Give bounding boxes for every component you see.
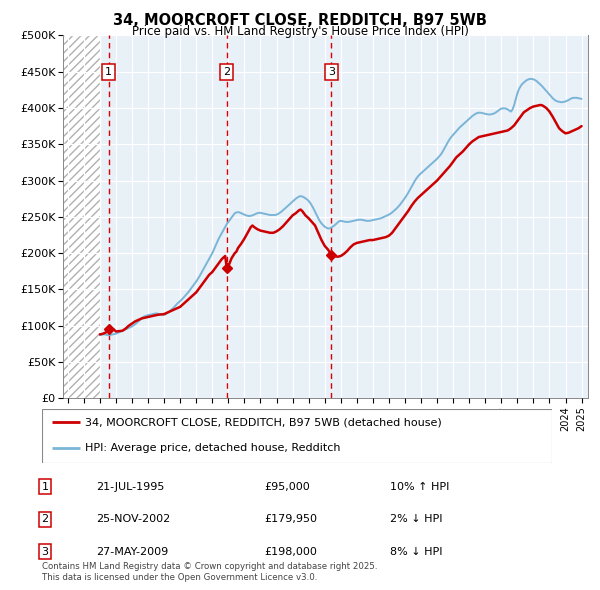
Text: 27-MAY-2009: 27-MAY-2009 [96,547,168,556]
Text: Contains HM Land Registry data © Crown copyright and database right 2025.
This d: Contains HM Land Registry data © Crown c… [42,562,377,582]
Text: 8% ↓ HPI: 8% ↓ HPI [390,547,443,556]
Text: 3: 3 [328,67,335,77]
Text: £198,000: £198,000 [264,547,317,556]
Text: 34, MOORCROFT CLOSE, REDDITCH, B97 5WB: 34, MOORCROFT CLOSE, REDDITCH, B97 5WB [113,13,487,28]
Text: £179,950: £179,950 [264,514,317,524]
Text: 1: 1 [105,67,112,77]
Text: 2% ↓ HPI: 2% ↓ HPI [390,514,443,524]
Text: 2: 2 [41,514,49,524]
Text: 25-NOV-2002: 25-NOV-2002 [96,514,170,524]
Text: Price paid vs. HM Land Registry's House Price Index (HPI): Price paid vs. HM Land Registry's House … [131,25,469,38]
Text: £95,000: £95,000 [264,482,310,491]
Bar [63,35,100,398]
Text: HPI: Average price, detached house, Redditch: HPI: Average price, detached house, Redd… [85,443,341,453]
Text: 21-JUL-1995: 21-JUL-1995 [96,482,164,491]
Text: 1: 1 [41,482,49,491]
Text: 2: 2 [223,67,230,77]
Text: 3: 3 [41,547,49,556]
Text: 10% ↑ HPI: 10% ↑ HPI [390,482,449,491]
Text: 34, MOORCROFT CLOSE, REDDITCH, B97 5WB (detached house): 34, MOORCROFT CLOSE, REDDITCH, B97 5WB (… [85,418,442,427]
Bar [63,35,100,398]
